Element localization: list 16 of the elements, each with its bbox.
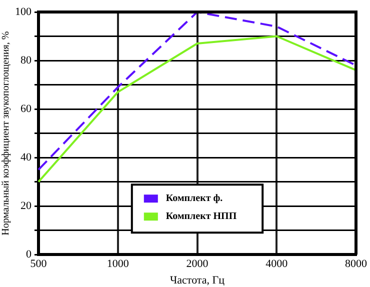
line-series — [38, 12, 357, 171]
y-tick-label: 100 — [15, 6, 32, 18]
legend-label: Комплект НПП — [166, 211, 237, 222]
x-tick-label: 500 — [30, 258, 48, 270]
legend-label: Комплект ф. — [166, 193, 224, 204]
x-axis-title: Частота, Гц — [170, 274, 225, 286]
x-tick-label: 2000 — [186, 258, 209, 270]
y-tick-label: 40 — [20, 151, 32, 164]
x-tick-label: 4000 — [266, 258, 288, 270]
y-tick-label: 60 — [20, 102, 32, 115]
y-tick-label: 0 — [26, 248, 32, 260]
x-tick-label: 1000 — [106, 258, 130, 270]
y-tick-label: 20 — [20, 200, 32, 212]
x-tick-label: 8000 — [345, 258, 368, 270]
y-axis-title: Нормальный коэффициент звукопоглощения, % — [0, 31, 12, 236]
y-tick-label: 80 — [20, 54, 32, 66]
